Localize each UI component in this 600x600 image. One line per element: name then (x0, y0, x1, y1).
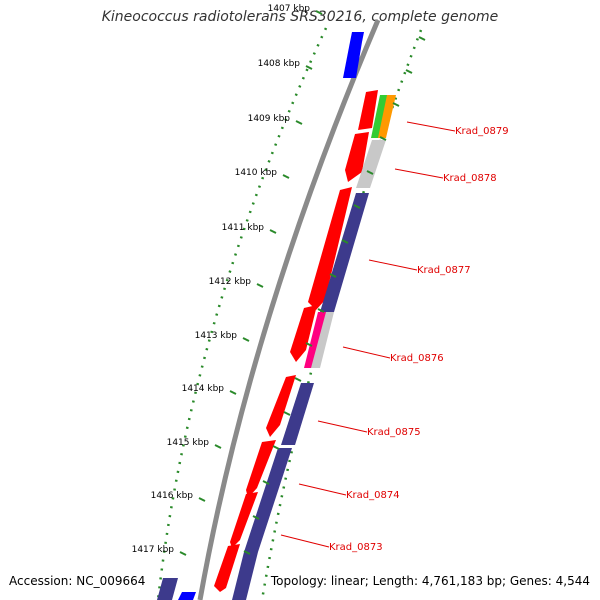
kbp-tick-label: 1416 kbp (151, 491, 194, 501)
ruler-tick-mark (379, 136, 387, 141)
ruler-tick-mark (317, 308, 325, 313)
ruler-tick-mark (405, 69, 413, 74)
gene-label-leader (298, 483, 347, 496)
ruler-tick-mark (418, 36, 426, 41)
gene-label[interactable]: Krad_0877 (417, 265, 471, 276)
kbp-tick-mark (179, 551, 187, 556)
gene-red-6[interactable] (246, 440, 276, 498)
kbp-tick-mark (242, 337, 250, 342)
ruler-tick-mark (353, 204, 361, 209)
kbp-tick-label: 1413 kbp (195, 331, 238, 341)
gene-label-leader (394, 168, 444, 179)
kbp-tick-mark (282, 174, 290, 179)
ruler-tick-mark (366, 170, 374, 175)
feature-pink[interactable] (304, 312, 327, 368)
genome-backbone (197, 19, 381, 600)
page-title: Kineococcus radiotolerans SRS30216, comp… (101, 9, 499, 25)
gene-label[interactable]: Krad_0876 (390, 353, 444, 364)
gene-navy-1[interactable] (320, 193, 369, 312)
feature-grey-2[interactable] (311, 312, 334, 368)
gene-label-leader (342, 346, 391, 359)
kbp-tick-label: 1414 kbp (182, 384, 225, 394)
ruler-tick-mark (252, 515, 260, 520)
gene-red-8[interactable] (214, 544, 240, 592)
gene-navy-2[interactable] (281, 383, 314, 445)
kbp-tick-label: 1409 kbp (248, 114, 291, 124)
gene-label[interactable]: Krad_0873 (329, 542, 383, 553)
ruler-tick-mark (305, 342, 313, 347)
gene-navy-bottom-left[interactable] (157, 578, 178, 600)
gene-label-leader (317, 420, 368, 433)
feature-green[interactable] (371, 95, 388, 138)
ruler-tick-mark (392, 102, 400, 107)
feature-orange[interactable] (378, 95, 396, 138)
gene-label-leader (280, 534, 330, 548)
kbp-ruler: 1407 kbp 1408 kbp 1409 kbp 1410 kbp 1411 kbp… (132, 4, 426, 556)
feature-grey-1[interactable] (356, 140, 386, 188)
kbp-tick-label: 1412 kbp (209, 277, 252, 287)
kbp-tick-label: 1410 kbp (235, 168, 278, 178)
gene-blue-bottom[interactable] (178, 592, 196, 600)
gene-labels: Krad_0879 Krad_0878 Krad_0877 Krad_0876 Krad… (280, 121, 509, 553)
gene-label-leader (406, 121, 456, 132)
kbp-tick-mark (305, 65, 313, 70)
kbp-tick-mark (295, 120, 303, 125)
kbp-tick-mark (256, 283, 264, 288)
ruler-tick-mark (272, 445, 280, 450)
kbp-tick-mark (214, 444, 222, 449)
ruler-tick-mark (329, 273, 337, 278)
ruler-tick-mark (262, 480, 270, 485)
kbp-tick-mark (269, 229, 277, 234)
kbp-tick-label: 1415 kbp (167, 438, 210, 448)
ruler-tick-mark (283, 411, 291, 416)
kbp-tick-label: 1411 kbp (222, 223, 265, 233)
kbp-tick-label: 1408 kbp (258, 59, 301, 69)
ruler-tick-mark (294, 377, 302, 382)
kbp-tick-mark (229, 390, 237, 395)
gene-blue-top-arrow[interactable] (350, 32, 364, 42)
gene-red-1[interactable] (358, 90, 378, 130)
accession-text: Accession: NC_009664 (9, 574, 146, 588)
gene-label[interactable]: Krad_0879 (455, 126, 509, 137)
gene-red-7[interactable] (230, 492, 258, 548)
gene-blue-top[interactable] (343, 42, 362, 78)
gene-navy-3[interactable] (244, 448, 292, 552)
gene-red-3[interactable] (308, 187, 352, 310)
gene-label[interactable]: Krad_0878 (443, 173, 497, 184)
gene-label[interactable]: Krad_0875 (367, 427, 421, 438)
gene-red-2[interactable] (345, 132, 369, 182)
ruler-tick-mark (341, 239, 349, 244)
kbp-tick-mark (315, 10, 323, 15)
gene-red-5[interactable] (266, 375, 296, 437)
kbp-tick-label: 1407 kbp (268, 4, 311, 14)
gene-label[interactable]: Krad_0874 (346, 490, 400, 501)
kbp-tick-mark (198, 497, 206, 502)
gene-navy-4[interactable] (232, 552, 258, 600)
genome-stats-text: Topology: linear; Length: 4,761,183 bp; … (270, 574, 590, 588)
ruler-tick-mark (243, 550, 251, 555)
gene-label-leader (368, 259, 418, 271)
kbp-tick-label: 1417 kbp (132, 545, 175, 555)
gene-red-4[interactable] (290, 305, 317, 362)
